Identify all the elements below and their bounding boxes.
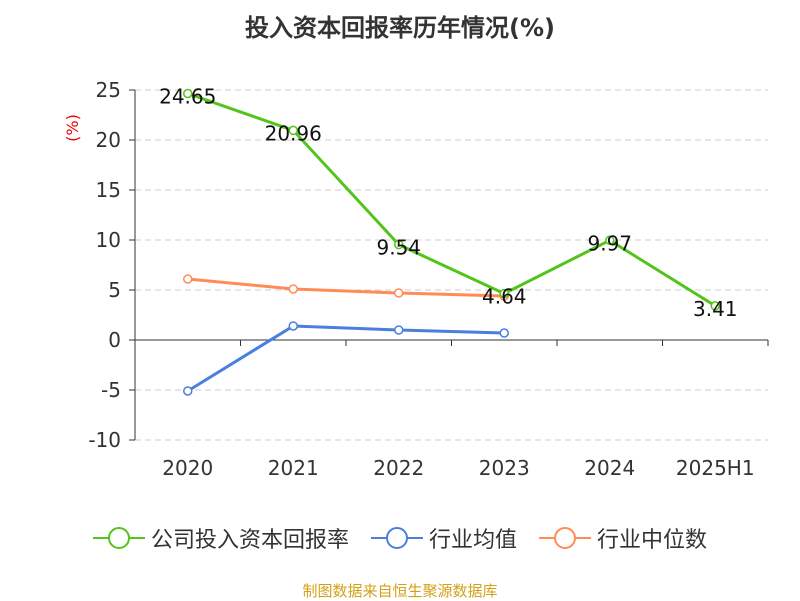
series-line <box>187 277 505 298</box>
data-point <box>183 274 193 284</box>
legend-label: 公司投入资本回报率 <box>150 528 349 553</box>
legend: 公司投入资本回报率 行业均值 行业中位数 <box>0 522 800 554</box>
data-point <box>605 235 615 246</box>
data-label: 9.54 <box>376 236 421 260</box>
data-point <box>183 88 193 99</box>
data-point <box>183 386 193 396</box>
x-tick-label: 2024 <box>584 456 635 480</box>
y-tick-label: -5 <box>101 378 121 402</box>
data-label: 4.64 <box>482 285 527 309</box>
data-point <box>394 288 404 298</box>
data-label: 9.97 <box>587 231 632 255</box>
series-line <box>187 92 717 308</box>
y-tick-label: 5 <box>108 278 121 302</box>
legend-label: 行业均值 <box>428 528 517 553</box>
legend-item[interactable]: 公司投入资本回报率 <box>92 522 349 554</box>
y-tick-label: 15 <box>96 178 121 202</box>
y-tick-label: -10 <box>88 428 121 452</box>
data-point <box>394 325 404 335</box>
legend-marker-icon <box>92 527 145 549</box>
y-tick-label: 25 <box>96 78 121 102</box>
legend-marker-icon <box>370 527 423 549</box>
chart-title: 投入资本回报率历年情况(%) <box>245 14 555 42</box>
legend-marker-icon <box>539 527 591 549</box>
y-tick-label: 0 <box>108 328 121 352</box>
data-point <box>288 321 298 331</box>
series-line <box>186 324 505 393</box>
line-chart: 25 20 15 10 5 0 -5 -10 2020 2021 2022 2023 2024 2025H… <box>63 78 769 480</box>
y-tick-label: 20 <box>96 128 121 152</box>
y-tick-label: 10 <box>96 228 121 252</box>
data-label: 3.41 <box>693 297 738 321</box>
data-label: 20.96 <box>265 121 322 145</box>
legend-item[interactable]: 行业均值 <box>370 522 517 554</box>
y-axis-label: (%) <box>63 114 82 142</box>
source-note: 制图数据来自恒生聚源数据库 <box>302 582 498 600</box>
legend-label: 行业中位数 <box>597 528 708 553</box>
x-tick-label: 2020 <box>162 456 213 480</box>
x-tick-label: 2023 <box>479 456 530 480</box>
data-point <box>288 125 298 136</box>
x-tick-label: 2025H1 <box>676 456 755 480</box>
data-label: 24.65 <box>159 85 216 109</box>
x-tick-label: 2021 <box>268 456 319 480</box>
data-point <box>499 288 509 299</box>
data-point <box>499 328 509 338</box>
data-point <box>710 301 720 311</box>
legend-item[interactable]: 行业中位数 <box>539 522 707 554</box>
data-point <box>394 239 404 250</box>
x-tick-label: 2022 <box>373 456 424 480</box>
data-point <box>288 284 298 294</box>
